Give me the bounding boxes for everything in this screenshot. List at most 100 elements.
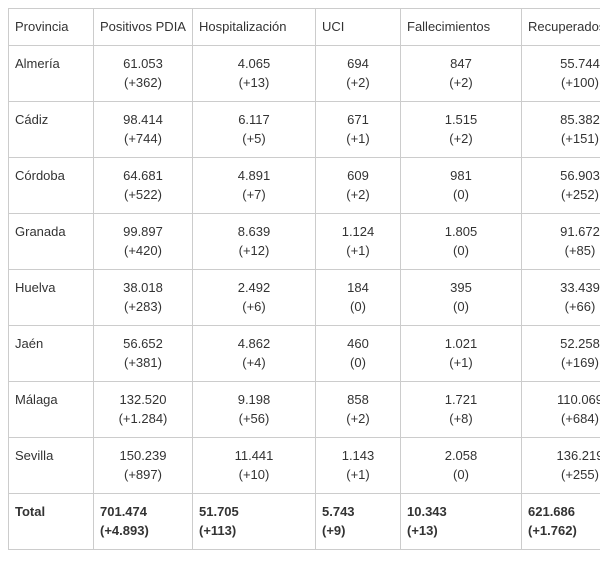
delta: (+151)	[528, 129, 600, 149]
value: 460	[347, 336, 369, 351]
value: 51.705	[199, 504, 239, 519]
delta: (+255)	[528, 465, 600, 485]
delta: (+169)	[528, 353, 600, 373]
table-row: Jaén56.652(+381)4.862(+4)460(0)1.021(+1)…	[9, 325, 600, 381]
cell-hosp: 4.891 (+7)	[193, 157, 316, 213]
delta: (+1)	[322, 465, 394, 485]
delta: (+4.893)	[100, 521, 186, 541]
delta: (+1.284)	[100, 409, 186, 429]
cell-positivos: 132.520 (+1.284)	[94, 381, 193, 437]
table-row: Córdoba64.681(+522)4.891(+7)609(+2)981(0…	[9, 157, 600, 213]
covid-province-table: Provincia Positivos PDIA Hospitalización…	[8, 8, 600, 550]
col-header-hospitalizacion: Hospitalización	[193, 9, 316, 46]
delta: (+252)	[528, 185, 600, 205]
value: 136.219	[557, 448, 600, 463]
delta: (+283)	[100, 297, 186, 317]
cell-hosp: 8.639(+12)	[193, 213, 316, 269]
value: 10.343	[407, 504, 447, 519]
value: 184	[347, 280, 369, 295]
value: 4.065	[238, 56, 271, 71]
cell-recu: 52.258 (+169)	[522, 325, 600, 381]
cell-recu: 110.069(+684)	[522, 381, 600, 437]
cell-province: Córdoba	[9, 157, 94, 213]
delta: (+7)	[199, 185, 309, 205]
col-header-positivos: Positivos PDIA	[94, 9, 193, 46]
delta: (+2)	[322, 185, 394, 205]
value: 2.058	[445, 448, 478, 463]
cell-positivos: 56.652(+381)	[94, 325, 193, 381]
delta: (+1.762)	[528, 521, 600, 541]
table-row: Cádiz98.414(+744)6.117(+5)671(+1)1.515(+…	[9, 101, 600, 157]
cell-uci: 184(0)	[316, 269, 401, 325]
cell-positivos: 99.897(+420)	[94, 213, 193, 269]
table-row: Granada99.897(+420)8.639(+12) 1.124 (+1) 1.…	[9, 213, 600, 269]
cell-hosp: 4.862(+4)	[193, 325, 316, 381]
cell-total-fall: 10.343(+13)	[401, 493, 522, 549]
value: 110.069	[557, 392, 600, 407]
value: 64.681	[123, 168, 163, 183]
table-row: Almería61.053(+362)4.065(+13)694(+2)847(…	[9, 45, 600, 101]
delta: (+85)	[528, 241, 600, 261]
delta: (+362)	[100, 73, 186, 93]
cell-recu: 56.903(+252)	[522, 157, 600, 213]
cell-positivos: 38.018(+283)	[94, 269, 193, 325]
cell-fall: 981(0)	[401, 157, 522, 213]
value: 5.743	[322, 504, 355, 519]
delta: (+5)	[199, 129, 309, 149]
cell-recu: 85.382(+151)	[522, 101, 600, 157]
delta: (+2)	[322, 73, 394, 93]
value: 52.258	[560, 336, 600, 351]
col-header-uci: UCI	[316, 9, 401, 46]
value: 33.439	[560, 280, 600, 295]
cell-uci: 671(+1)	[316, 101, 401, 157]
cell-total-uci: 5.743(+9)	[316, 493, 401, 549]
delta: (0)	[322, 297, 394, 317]
value: 132.520	[120, 392, 167, 407]
delta: (0)	[322, 353, 394, 373]
delta: (+8)	[407, 409, 515, 429]
delta: (+4)	[199, 353, 309, 373]
delta: (0)	[407, 185, 515, 205]
col-header-fallecimientos: Fallecimientos	[401, 9, 522, 46]
cell-province: Granada	[9, 213, 94, 269]
cell-fall: 2.058(0)	[401, 437, 522, 493]
value: 11.441	[235, 448, 274, 463]
table-row: Sevilla150.239(+897)11.441(+10)1.143(+1)…	[9, 437, 600, 493]
delta: (0)	[407, 241, 515, 261]
cell-province: Huelva	[9, 269, 94, 325]
delta: (+2)	[407, 129, 515, 149]
value: 4.891	[238, 168, 271, 183]
value: 91.672	[560, 224, 600, 239]
delta: (+10)	[199, 465, 309, 485]
header-row: Provincia Positivos PDIA Hospitalización…	[9, 9, 600, 46]
cell-uci: 1.143(+1)	[316, 437, 401, 493]
value: 61.053	[123, 56, 163, 71]
delta: (+100)	[528, 73, 600, 93]
cell-fall: 395(0)	[401, 269, 522, 325]
delta: (+66)	[528, 297, 600, 317]
delta: (+1)	[322, 241, 394, 261]
delta: (+2)	[322, 409, 394, 429]
col-header-recuperados: Recuperados	[522, 9, 600, 46]
table-body: Almería61.053(+362)4.065(+13)694(+2)847(…	[9, 45, 600, 549]
cell-uci: 858 (+2)	[316, 381, 401, 437]
cell-hosp: 4.065(+13)	[193, 45, 316, 101]
cell-hosp: 6.117(+5)	[193, 101, 316, 157]
value: 1.124	[342, 224, 375, 239]
value: 981	[450, 168, 472, 183]
value: 395	[450, 280, 472, 295]
table-row: Huelva38.018(+283)2.492(+6)184(0)395(0)3…	[9, 269, 600, 325]
delta: (+522)	[100, 185, 186, 205]
value: 671	[347, 112, 369, 127]
cell-fall: 1.515 (+2)	[401, 101, 522, 157]
cell-province: Sevilla	[9, 437, 94, 493]
value: 1.515	[445, 112, 478, 127]
value: 858	[347, 392, 369, 407]
col-header-provincia: Provincia	[9, 9, 94, 46]
cell-hosp: 2.492(+6)	[193, 269, 316, 325]
cell-uci: 694(+2)	[316, 45, 401, 101]
value: 1.805	[445, 224, 478, 239]
cell-uci: 460(0)	[316, 325, 401, 381]
cell-fall: 1.021(+1)	[401, 325, 522, 381]
value: 99.897	[123, 224, 163, 239]
